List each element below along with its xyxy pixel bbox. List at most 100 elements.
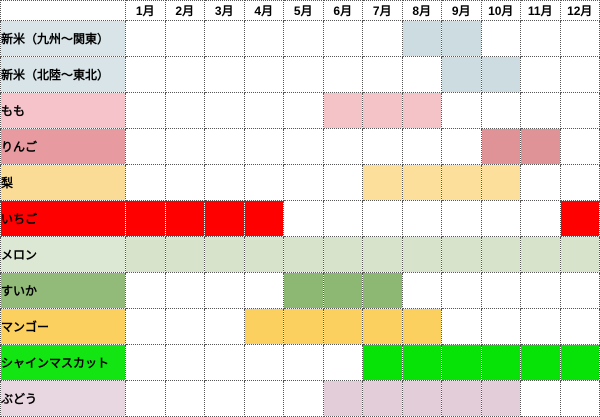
month-cell xyxy=(125,92,166,129)
month-cell xyxy=(204,92,245,129)
row-label: マンゴー xyxy=(0,308,126,345)
table-row: マンゴー xyxy=(0,308,600,345)
month-cell xyxy=(204,380,245,417)
month-cell xyxy=(441,236,482,273)
table-row: メロン xyxy=(0,236,600,273)
month-header-4: 4月 xyxy=(243,0,284,21)
month-cell xyxy=(441,272,482,309)
month-cell xyxy=(204,236,245,273)
month-cell xyxy=(401,128,442,165)
month-cell xyxy=(164,308,205,345)
month-cell xyxy=(480,56,521,93)
month-cell xyxy=(520,56,561,93)
month-cell xyxy=(283,56,324,93)
row-label: りんご xyxy=(0,128,126,165)
month-cell xyxy=(125,236,166,273)
month-cell xyxy=(164,56,205,93)
month-cell xyxy=(559,164,600,201)
month-cell xyxy=(559,344,600,381)
month-cell xyxy=(480,308,521,345)
month-cell xyxy=(164,344,205,381)
month-cell xyxy=(125,56,166,93)
month-cell xyxy=(441,92,482,129)
month-cell xyxy=(401,92,442,129)
month-cell xyxy=(204,272,245,309)
row-label: すいか xyxy=(0,272,126,309)
month-cell xyxy=(559,380,600,417)
month-cell xyxy=(283,308,324,345)
month-cell xyxy=(322,164,363,201)
month-cell xyxy=(322,380,363,417)
month-cell xyxy=(204,200,245,237)
month-cell xyxy=(125,308,166,345)
month-cell xyxy=(243,308,284,345)
month-cell xyxy=(204,20,245,57)
month-cell xyxy=(125,272,166,309)
month-cell xyxy=(164,380,205,417)
month-cell xyxy=(441,20,482,57)
month-cell xyxy=(362,20,403,57)
month-cell xyxy=(401,164,442,201)
row-label: 新米（北陸～東北） xyxy=(0,56,126,93)
month-cell xyxy=(243,344,284,381)
month-cell xyxy=(322,344,363,381)
month-cell xyxy=(164,92,205,129)
month-cell xyxy=(559,308,600,345)
month-cell xyxy=(362,380,403,417)
month-cell xyxy=(441,56,482,93)
month-cell xyxy=(243,128,284,165)
month-cell xyxy=(559,200,600,237)
month-cell xyxy=(480,92,521,129)
month-cell xyxy=(559,20,600,57)
month-cell xyxy=(164,128,205,165)
month-cell xyxy=(362,56,403,93)
month-cell xyxy=(520,92,561,129)
table-row: シャインマスカット xyxy=(0,344,600,381)
month-cell xyxy=(362,272,403,309)
month-header-11: 11月 xyxy=(520,0,561,21)
month-cell xyxy=(520,380,561,417)
month-cell xyxy=(441,344,482,381)
row-label: いちご xyxy=(0,200,126,237)
month-cell xyxy=(401,200,442,237)
month-cell xyxy=(441,128,482,165)
table-row: いちご xyxy=(0,200,600,237)
month-header-row: 1月 2月 3月 4月 5月 6月 7月 8月 9月 10月 11月 12月 xyxy=(0,0,600,21)
month-cell xyxy=(322,92,363,129)
month-header-3: 3月 xyxy=(204,0,245,21)
month-cell xyxy=(520,200,561,237)
month-cell xyxy=(480,128,521,165)
table-row: 新米（九州～関東） xyxy=(0,20,600,57)
month-cell xyxy=(283,92,324,129)
month-cell xyxy=(362,344,403,381)
month-header-6: 6月 xyxy=(322,0,363,21)
month-cell xyxy=(243,236,284,273)
month-cell xyxy=(480,344,521,381)
month-cell xyxy=(283,380,324,417)
month-cell xyxy=(441,308,482,345)
month-cell xyxy=(322,128,363,165)
month-cell xyxy=(520,128,561,165)
row-label: 梨 xyxy=(0,164,126,201)
month-cell xyxy=(283,128,324,165)
month-cell xyxy=(204,128,245,165)
month-cell xyxy=(480,380,521,417)
table-row: りんご xyxy=(0,128,600,165)
month-cell xyxy=(125,128,166,165)
month-header-1: 1月 xyxy=(125,0,166,21)
month-cell xyxy=(243,200,284,237)
month-cell xyxy=(204,164,245,201)
month-cell xyxy=(480,272,521,309)
month-cell xyxy=(362,164,403,201)
month-header-12: 12月 xyxy=(559,0,600,21)
month-cell xyxy=(283,164,324,201)
month-cell xyxy=(401,236,442,273)
month-cell xyxy=(480,164,521,201)
month-cell xyxy=(559,92,600,129)
row-label: メロン xyxy=(0,236,126,273)
month-cell xyxy=(322,272,363,309)
month-cell xyxy=(362,128,403,165)
month-cell xyxy=(125,200,166,237)
month-cell xyxy=(243,20,284,57)
